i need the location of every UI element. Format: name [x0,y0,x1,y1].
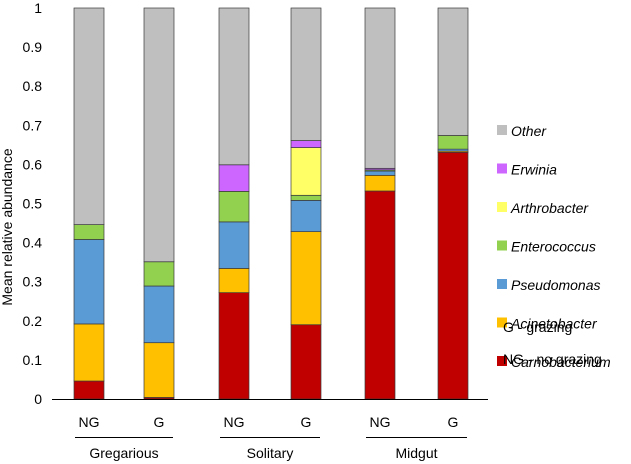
y-tick-label: 1 [34,0,42,16]
y-tick-label: 0.6 [23,156,43,172]
bar-segment-acinetobacter [73,323,105,382]
bar-segment-acinetobacter [143,342,175,398]
bar-segment-pseudomonas [364,170,396,176]
legend-label-acinetobacter: Acinetobacter [510,316,598,332]
bar-segment-enterococcus [143,261,175,287]
legend-label-erwinia: Erwinia [511,162,557,178]
note-no-grazing: NG - no grazing [503,351,602,367]
bar-stack [143,7,175,400]
bar-stack [437,7,469,400]
y-tick-label: 0.2 [23,313,43,329]
bar-segment-carnobacterium [73,380,105,400]
bar-segment-acinetobacter [290,231,322,326]
bar-segment-erwinia [218,164,250,192]
bar-segment-carnobacterium [437,151,469,400]
bar-stack [364,7,396,400]
y-tick-label: 0.5 [23,196,43,212]
y-tick-label: 0.1 [23,352,43,368]
legend-swatch-pseudomonas [497,279,507,289]
bar-segment-other [218,7,250,166]
x-axis-categories: NG G NG G NG G [79,414,459,430]
x-category-label: NG [224,414,245,430]
legend: Other Erwinia Arthrobacter Enterococcus Pseu… [497,123,611,370]
y-tick-label: 0.3 [23,274,43,290]
bar-segment-acinetobacter [364,174,396,192]
x-category-label: G [301,414,312,430]
y-tick-label: 0.7 [23,117,43,133]
y-tick-label: 0.9 [23,39,43,55]
bar-segment-carnobacterium [364,190,396,400]
x-category-label: NG [79,414,100,430]
note-grazing: G - grazing [503,319,572,335]
bar-segment-other [364,7,396,169]
group-label: Solitary [247,445,294,461]
bar-segment-arthrobacter [290,147,322,196]
bar-segment-enterococcus [73,224,105,240]
bar-segment-erwinia [290,140,322,148]
bar-segment-enterococcus [437,135,469,150]
legend-label-carnobacterium: Carnobacterium [511,354,611,370]
y-tick-label: 0.4 [23,235,43,251]
bar-segment-enterococcus [218,191,250,223]
bar-segment-pseudomonas [218,221,250,269]
bar-segment-pseudomonas [143,285,175,344]
bar-segment-carnobacterium [290,324,322,400]
bar-segment-other [73,7,105,225]
y-tick-label: 0.8 [23,78,43,94]
x-category-label: G [154,414,165,430]
x-category-label: NG [370,414,391,430]
bar-segment-other [437,7,469,136]
bar-segment-carnobacterium [218,292,250,400]
bar-stack [290,7,322,400]
group-label: Gregarious [89,445,158,461]
legend-swatch-acinetobacter [497,317,507,328]
bar-segment-acinetobacter [218,268,250,293]
bar-segment-pseudomonas [73,239,105,325]
legend-label-enterococcus: Enterococcus [511,239,596,255]
bar-stacks [73,7,469,400]
bar-segment-other [290,7,322,141]
x-axis-groups: Gregarious Solitary Midgut [75,437,467,461]
legend-swatch-arthrobacter [497,202,507,212]
group-label: Midgut [395,445,437,461]
legend-swatch-other [497,125,507,135]
y-axis-ticks: 0 0.1 0.2 0.3 0.4 0.5 0.6 0.7 0.8 0.9 1 [23,0,43,407]
bar-segment-other [143,7,175,263]
legend-swatch-enterococcus [497,240,507,251]
legend-swatch-carnobacterium [497,356,507,366]
y-tick-label: 0 [34,391,42,407]
bar-segment-enterococcus [290,194,322,201]
bar-segment-pseudomonas [290,200,322,233]
x-category-label: G [448,414,459,430]
legend-label-arthrobacter: Arthrobacter [510,200,589,216]
bar-stack [73,7,105,400]
bar-stack [218,7,250,400]
legend-swatch-erwinia [497,163,507,174]
legend-label-pseudomonas: Pseudomonas [511,277,601,293]
y-axis-label: Mean relative abundance [0,148,15,305]
legend-label-other: Other [511,123,547,139]
